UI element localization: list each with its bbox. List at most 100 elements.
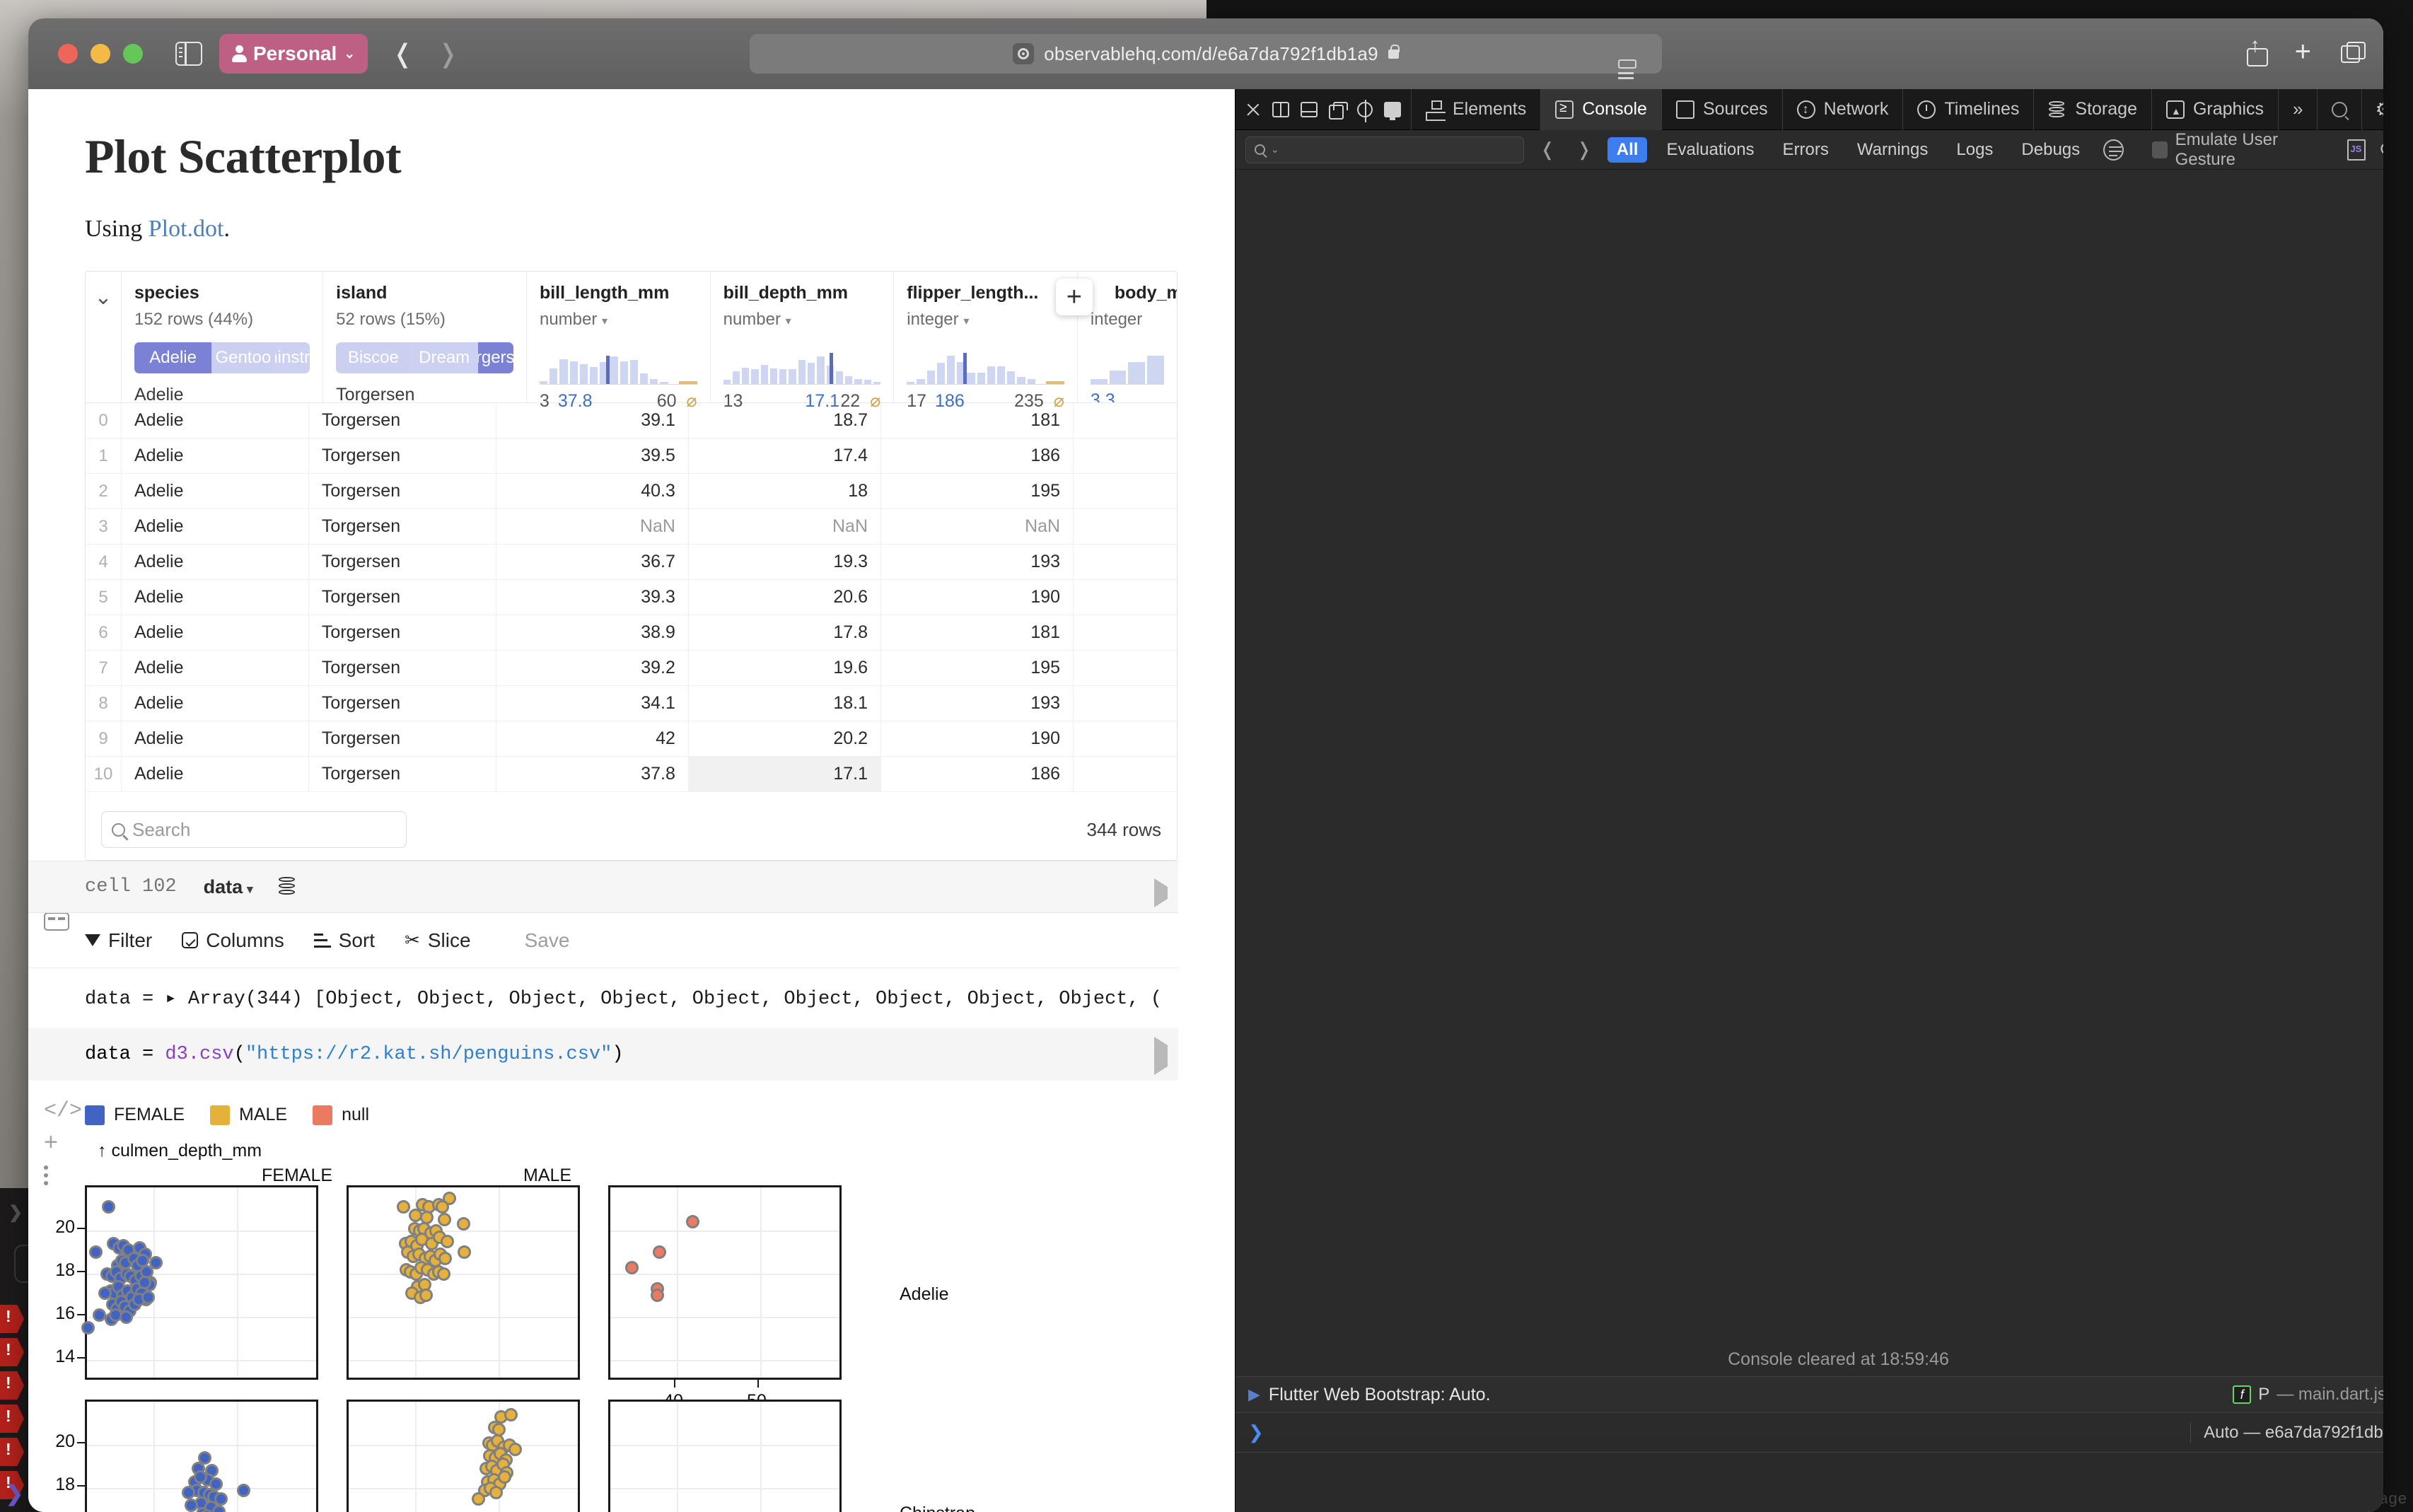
inspector-settings-button[interactable]: ⚙ <box>2362 89 2383 130</box>
filter-warnings[interactable]: Warnings <box>1856 139 1929 159</box>
save-button[interactable]: Save <box>510 924 584 957</box>
undock-icon[interactable] <box>1329 101 1348 120</box>
data-point[interactable] <box>211 1505 226 1512</box>
more-tabs-button[interactable]: » <box>2279 88 2318 130</box>
database-icon[interactable] <box>278 877 295 897</box>
search-input[interactable]: Search <box>101 811 407 848</box>
legend-item-male[interactable]: MALE <box>210 1105 287 1125</box>
data-point[interactable] <box>458 1245 472 1260</box>
filter-debugs[interactable]: Debugs <box>2021 139 2081 159</box>
profile-button[interactable]: Personal ⌄ <box>219 34 368 74</box>
reader-view-icon[interactable] <box>1618 59 1636 79</box>
table-row[interactable]: 6 Adelie Torgersen 38.9 17.8 181 <box>86 615 1177 651</box>
execution-context-selector[interactable]: Auto — e6a7da792f1db1a9 ⌃ <box>2190 1422 2383 1443</box>
filter-logs[interactable]: Logs <box>1956 139 1994 159</box>
code-cell-icon[interactable]: </> <box>44 1099 83 1123</box>
data-point[interactable] <box>457 1217 471 1231</box>
table-row[interactable]: 0 Adelie Torgersen 39.1 18.7 181 <box>86 403 1177 438</box>
dock-left-icon[interactable] <box>1272 101 1289 117</box>
cell-name-dropdown[interactable]: data ▾ <box>203 876 253 897</box>
data-point[interactable] <box>182 1485 196 1499</box>
table-cell-icon[interactable] <box>44 912 69 931</box>
tab-elements[interactable]: Elements <box>1412 88 1542 130</box>
navigation-buttons[interactable]: ❬ ❭ <box>392 41 458 66</box>
column-header-flipper-length[interactable]: flipper_length... integer ▾ <box>893 272 1093 411</box>
data-point[interactable] <box>686 1215 700 1229</box>
data-point[interactable] <box>489 1485 504 1499</box>
table-row[interactable]: 1 Adelie Torgersen 39.5 17.4 186 <box>86 438 1177 474</box>
code-editor-line[interactable]: data = d3.csv("https://r2.kat.sh/penguin… <box>28 1028 1178 1081</box>
data-point[interactable] <box>93 1308 107 1322</box>
console-search-input[interactable]: ⌄ <box>1245 136 1525 163</box>
data-point[interactable] <box>419 1289 434 1303</box>
column-header-species[interactable]: species 152 rows (44%) Adelie Gentoo Chi… <box>121 272 322 405</box>
close-button[interactable] <box>58 44 78 64</box>
data-point[interactable] <box>650 1289 664 1303</box>
filter-errors[interactable]: Errors <box>1782 139 1829 159</box>
data-point[interactable] <box>209 1477 223 1491</box>
table-row[interactable]: 3 Adelie Torgersen NaN NaN NaN <box>86 508 1177 545</box>
add-cell-icon[interactable]: + <box>44 1129 58 1156</box>
column-header-body-mass[interactable]: body_mass_g integer 3,3 <box>1076 272 1177 402</box>
column-header-island[interactable]: island 52 rows (15%) Biscoe Dream Torger… <box>322 272 526 405</box>
data-point[interactable] <box>440 1234 454 1248</box>
tab-sources[interactable]: Sources <box>1662 88 1783 130</box>
address-bar[interactable]: observablehq.com/d/e6a7da792f1db1a9 <box>750 34 1662 79</box>
table-body[interactable]: 0 Adelie Torgersen 39.1 18.7 181 1 Adelie Torge… <box>86 403 1177 799</box>
category-segment[interactable]: Torgersen <box>477 342 513 373</box>
tab-console[interactable]: Console <box>1541 88 1662 130</box>
sidebar-toggle-icon[interactable] <box>175 42 202 66</box>
data-point[interactable] <box>89 1245 103 1260</box>
table-row[interactable]: 5 Adelie Torgersen 39.3 20.6 190 <box>86 579 1177 615</box>
filter-button[interactable]: Filter <box>85 929 152 952</box>
data-point[interactable] <box>653 1245 667 1260</box>
column-type[interactable]: number ▾ <box>723 310 791 329</box>
console-message[interactable]: ▶ Flutter Web Bootstrap: Auto. f P — mai… <box>1235 1376 2383 1413</box>
inspect-element-icon[interactable] <box>1357 99 1373 122</box>
filter-evaluations[interactable]: Evaluations <box>1666 139 1755 159</box>
inspector-search-button[interactable] <box>2318 88 2363 130</box>
data-point[interactable] <box>214 1492 228 1506</box>
category-segment[interactable]: Gentoo <box>211 342 275 373</box>
column-type[interactable]: number ▾ <box>539 310 608 329</box>
table-row[interactable]: 8 Adelie Torgersen 34.1 18.1 193 <box>86 685 1177 721</box>
emulate-user-gesture-toggle[interactable]: Emulate User Gesture <box>2152 130 2337 170</box>
column-header-bill-depth[interactable]: bill_depth_mm number ▾ <box>709 272 894 411</box>
data-point[interactable] <box>81 1321 95 1335</box>
dock-bottom-icon[interactable] <box>1301 101 1318 117</box>
tab-overview-icon[interactable] <box>2341 42 2366 63</box>
data-point[interactable] <box>193 1470 207 1484</box>
plot-dot-link[interactable]: Plot.dot <box>148 216 224 242</box>
zoom-button[interactable] <box>123 44 143 64</box>
tab-network[interactable]: Network <box>1783 88 1904 130</box>
data-point[interactable] <box>197 1450 211 1465</box>
data-point[interactable] <box>438 1252 453 1266</box>
data-point[interactable] <box>397 1200 411 1214</box>
category-segment[interactable]: Biscoe <box>336 342 411 373</box>
js-context-icon[interactable] <box>2347 139 2366 161</box>
data-point[interactable] <box>438 1213 452 1227</box>
column-type[interactable]: integer <box>1090 310 1143 329</box>
back-button[interactable]: ❬ <box>392 39 414 68</box>
data-point[interactable] <box>137 1275 151 1289</box>
data-point[interactable] <box>184 1499 198 1512</box>
column-type[interactable]: integer ▾ <box>907 310 970 329</box>
expand-toggle[interactable]: ⌄ <box>86 272 121 402</box>
forward-button[interactable]: ❭ <box>437 39 459 68</box>
slice-button[interactable]: ✂ Slice <box>405 929 471 951</box>
category-bar[interactable]: Biscoe Dream Torgersen <box>336 342 513 373</box>
table-row[interactable]: 2 Adelie Torgersen 40.3 18 195 <box>86 473 1177 509</box>
data-point[interactable] <box>98 1286 112 1301</box>
cell-menu-icon[interactable] <box>44 1165 48 1185</box>
table-row[interactable]: 10 Adelie Torgersen 37.8 17.1 186 <box>86 756 1177 792</box>
next-result-button[interactable]: ❭ <box>1576 139 1592 160</box>
category-bar[interactable]: Adelie Gentoo Chinstrap <box>134 342 310 373</box>
data-point[interactable] <box>625 1260 639 1274</box>
sort-button[interactable]: Sort <box>313 929 375 952</box>
column-header-bill-length[interactable]: bill_length_mm number ▾ <box>525 272 710 411</box>
source-link[interactable]: — main.dart.js:7380 <box>2277 1385 2383 1404</box>
data-point[interactable] <box>237 1483 251 1497</box>
console-prompt[interactable]: ❯ Auto — e6a7da792f1db1a9 ⌃ <box>1235 1413 2383 1453</box>
columns-button[interactable]: Columns <box>182 929 284 952</box>
data-point[interactable] <box>102 1200 116 1214</box>
